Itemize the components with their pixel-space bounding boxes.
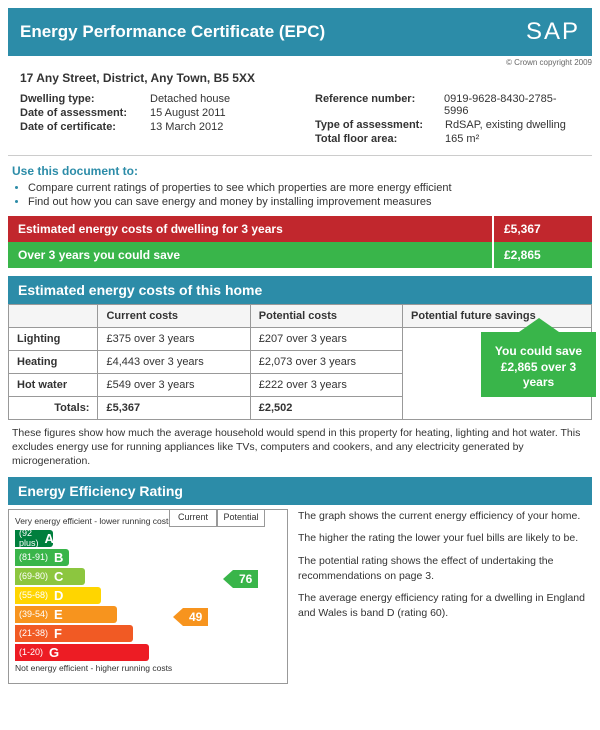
banner: Energy Performance Certificate (EPC) SAP	[8, 8, 592, 56]
property-details: 17 Any Street, District, Any Town, B5 5X…	[8, 71, 592, 156]
rating-chart: Current Potential Very energy efficient …	[8, 509, 288, 684]
efficiency-header: Energy Efficiency Rating	[8, 477, 592, 505]
current-pointer: 49	[173, 608, 208, 626]
efficiency-section: Current Potential Very energy efficient …	[8, 509, 592, 684]
savings-text: You could save £2,865 over 3 years	[481, 332, 596, 397]
costs-section: Current costsPotential costsPotential fu…	[8, 304, 592, 420]
costs-header: Estimated energy costs of this home	[8, 276, 592, 304]
col-current: Current	[169, 509, 217, 527]
col-potential: Potential	[217, 509, 265, 527]
chart-bot-label: Not energy efficient - higher running co…	[15, 663, 281, 673]
use-title: Use this document to:	[12, 164, 588, 178]
efficiency-description: The graph shows the current energy effic…	[298, 509, 592, 684]
savings-arrow: You could save £2,865 over 3 years	[481, 332, 596, 397]
sap-logo: SAP	[526, 18, 580, 46]
bullets: Compare current ratings of properties to…	[28, 182, 588, 208]
potential-pointer: 76	[223, 570, 258, 588]
chart-col-headers: Current Potential	[169, 509, 265, 527]
banner-title: Energy Performance Certificate (EPC)	[20, 22, 325, 42]
copyright: © Crown copyright 2009	[0, 58, 592, 67]
note: These figures show how much the average …	[12, 426, 588, 469]
address: 17 Any Street, District, Any Town, B5 5X…	[20, 71, 580, 85]
